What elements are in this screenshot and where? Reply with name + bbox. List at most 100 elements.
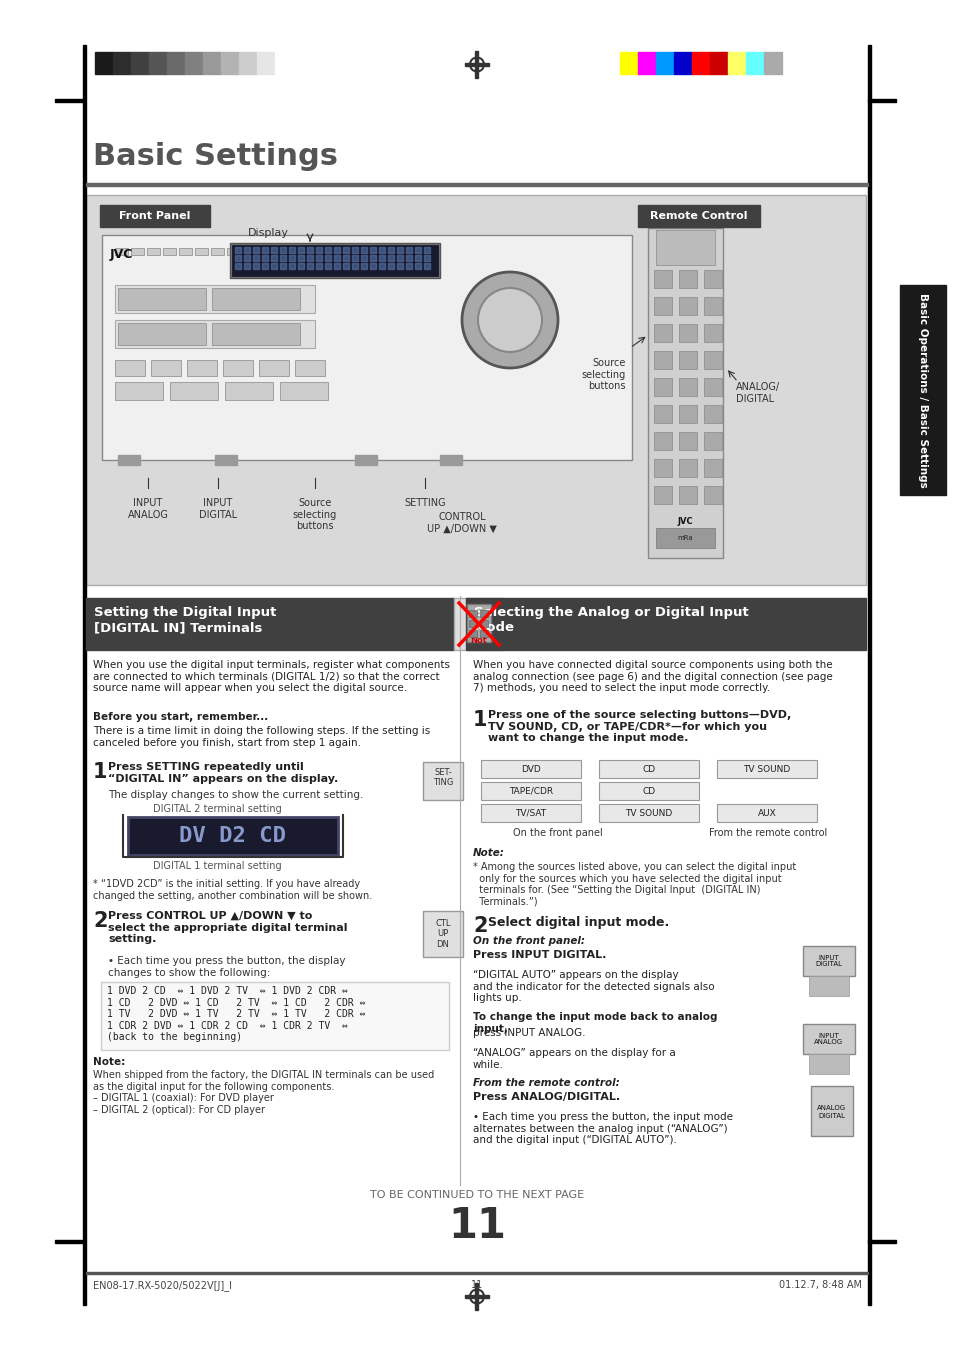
Bar — [352, 256, 357, 261]
Bar — [212, 288, 299, 310]
Bar — [679, 485, 697, 504]
Bar — [899, 285, 945, 495]
Text: Display: Display — [248, 228, 289, 238]
Bar — [131, 247, 144, 256]
Bar — [334, 264, 339, 269]
Circle shape — [477, 288, 541, 352]
Bar — [598, 804, 699, 822]
Bar — [179, 247, 192, 256]
Text: Basic Settings: Basic Settings — [92, 142, 337, 170]
Bar — [289, 256, 294, 261]
Bar — [388, 264, 394, 269]
Text: CD: CD — [641, 787, 655, 795]
Bar — [378, 256, 385, 261]
Text: 01.12.7, 8:48 AM: 01.12.7, 8:48 AM — [779, 1280, 862, 1290]
Text: INPUT
DIGITAL: INPUT DIGITAL — [815, 955, 841, 968]
Bar — [280, 383, 328, 400]
Bar — [654, 324, 671, 342]
Bar — [679, 379, 697, 396]
Bar — [187, 360, 216, 376]
Text: INPUT
ANALOG: INPUT ANALOG — [128, 498, 169, 519]
Bar — [406, 256, 412, 261]
Bar — [654, 433, 671, 450]
Text: DIGITAL 2 terminal setting: DIGITAL 2 terminal setting — [152, 804, 281, 814]
Bar — [315, 256, 322, 261]
Bar — [703, 352, 721, 369]
Bar — [274, 51, 293, 74]
Text: TV SOUND: TV SOUND — [742, 764, 790, 773]
Bar — [656, 230, 714, 265]
Bar — [679, 406, 697, 423]
Bar — [360, 256, 367, 261]
Bar — [271, 264, 276, 269]
Bar — [271, 256, 276, 261]
Bar — [638, 206, 760, 227]
Bar — [86, 195, 865, 585]
Bar — [679, 297, 697, 315]
Bar — [415, 247, 420, 253]
Bar — [128, 817, 337, 854]
Text: Basic Operations / Basic Settings: Basic Operations / Basic Settings — [917, 293, 927, 488]
Text: When shipped from the factory, the DIGITAL IN terminals can be used
as the digit: When shipped from the factory, the DIGIT… — [92, 1069, 434, 1115]
Bar — [289, 247, 294, 253]
Bar — [406, 264, 412, 269]
Bar — [808, 1055, 848, 1073]
Bar — [151, 360, 181, 376]
Bar — [239, 51, 256, 74]
Bar — [343, 264, 349, 269]
Bar — [656, 51, 673, 74]
Bar — [673, 51, 691, 74]
Bar — [163, 247, 175, 256]
Text: * “1DVD 2CD” is the initial setting. If you have already
changed the setting, an: * “1DVD 2CD” is the initial setting. If … — [92, 879, 372, 900]
Bar — [679, 324, 697, 342]
Bar — [654, 352, 671, 369]
Text: TO BE CONTINUED TO THE NEXT PAGE: TO BE CONTINUED TO THE NEXT PAGE — [370, 1190, 583, 1201]
Bar — [439, 456, 461, 465]
Text: • Each time you press the button, the display
changes to show the following:: • Each time you press the button, the di… — [108, 956, 345, 977]
Bar — [234, 256, 241, 261]
Bar — [253, 247, 258, 253]
Text: Setting the Digital Input
[DIGITAL IN] Terminals: Setting the Digital Input [DIGITAL IN] T… — [94, 606, 276, 634]
Bar — [232, 245, 437, 276]
Text: • Each time you press the button, the input mode
alternates between the analog i: • Each time you press the button, the in… — [473, 1111, 732, 1145]
Bar — [396, 247, 402, 253]
Bar — [479, 621, 488, 627]
Text: DVD: DVD — [520, 764, 540, 773]
Bar — [479, 610, 488, 617]
Bar — [334, 247, 339, 253]
Bar — [307, 264, 313, 269]
Bar — [244, 256, 250, 261]
Bar — [307, 247, 313, 253]
Bar — [802, 1023, 854, 1055]
Bar — [343, 247, 349, 253]
Text: 2: 2 — [92, 911, 108, 932]
Bar — [297, 256, 304, 261]
Bar — [274, 247, 288, 256]
Bar — [223, 360, 253, 376]
Text: SET-
TING: SET- TING — [433, 768, 453, 787]
Bar — [343, 256, 349, 261]
Bar — [469, 610, 476, 617]
Text: 1: 1 — [473, 710, 487, 730]
Bar — [703, 379, 721, 396]
Bar — [370, 247, 375, 253]
Text: CD: CD — [641, 764, 655, 773]
Bar — [55, 99, 83, 101]
Bar — [464, 64, 489, 66]
Bar — [291, 247, 304, 256]
Bar — [638, 51, 656, 74]
Bar — [654, 458, 671, 477]
Text: 1: 1 — [92, 763, 108, 781]
Bar — [170, 383, 218, 400]
Bar — [258, 360, 289, 376]
Bar — [480, 760, 580, 777]
Text: There is a time limit in doing the following steps. If the setting is
canceled b: There is a time limit in doing the follo… — [92, 726, 430, 748]
Text: Front Panel: Front Panel — [119, 211, 191, 220]
Bar — [149, 51, 167, 74]
Bar — [307, 256, 313, 261]
Bar — [717, 804, 816, 822]
Bar — [315, 264, 322, 269]
Bar — [415, 256, 420, 261]
Bar — [289, 264, 294, 269]
Bar — [212, 323, 299, 345]
